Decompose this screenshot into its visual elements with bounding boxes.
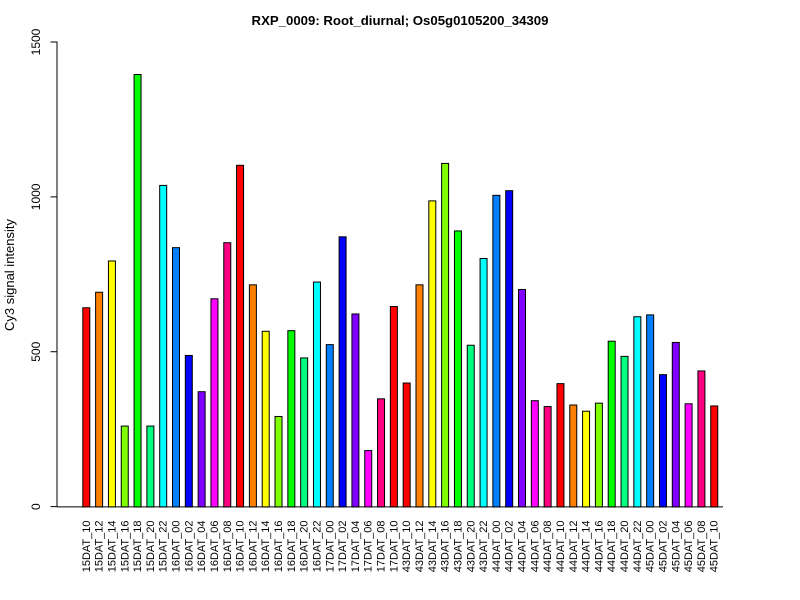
- svg-text:15DAT_20: 15DAT_20: [145, 521, 157, 573]
- svg-text:16DAT_10: 16DAT_10: [235, 521, 247, 573]
- svg-text:44DAT_20: 44DAT_20: [619, 521, 631, 573]
- svg-text:45DAT_00: 45DAT_00: [645, 521, 657, 573]
- svg-text:44DAT_02: 44DAT_02: [504, 521, 516, 573]
- svg-text:43DAT_18: 43DAT_18: [452, 521, 464, 573]
- svg-text:1000: 1000: [29, 183, 43, 210]
- svg-text:16DAT_04: 16DAT_04: [196, 521, 208, 573]
- svg-text:16DAT_20: 16DAT_20: [299, 521, 311, 573]
- svg-text:16DAT_16: 16DAT_16: [273, 521, 285, 573]
- svg-text:16DAT_12: 16DAT_12: [247, 521, 259, 573]
- svg-text:44DAT_06: 44DAT_06: [529, 521, 541, 573]
- svg-text:17DAT_04: 17DAT_04: [350, 521, 362, 573]
- svg-text:16DAT_00: 16DAT_00: [171, 521, 183, 573]
- svg-text:44DAT_08: 44DAT_08: [542, 521, 554, 573]
- svg-text:44DAT_18: 44DAT_18: [606, 521, 618, 573]
- svg-text:17DAT_02: 17DAT_02: [337, 521, 349, 573]
- svg-text:15DAT_22: 15DAT_22: [158, 521, 170, 573]
- svg-text:Cy3 signal intensity: Cy3 signal intensity: [2, 219, 17, 331]
- svg-text:500: 500: [29, 341, 43, 361]
- svg-text:45DAT_02: 45DAT_02: [657, 521, 669, 573]
- svg-text:43DAT_14: 43DAT_14: [427, 521, 439, 573]
- svg-text:44DAT_04: 44DAT_04: [517, 521, 529, 573]
- svg-text:15DAT_16: 15DAT_16: [119, 521, 131, 573]
- svg-text:16DAT_14: 16DAT_14: [260, 521, 272, 573]
- svg-text:16DAT_08: 16DAT_08: [222, 521, 234, 573]
- svg-text:44DAT_10: 44DAT_10: [555, 521, 567, 573]
- svg-text:15DAT_12: 15DAT_12: [94, 521, 106, 573]
- svg-text:43DAT_12: 43DAT_12: [414, 521, 426, 573]
- svg-text:44DAT_00: 44DAT_00: [491, 521, 503, 573]
- svg-text:1500: 1500: [29, 28, 43, 55]
- svg-text:45DAT_10: 45DAT_10: [709, 521, 721, 573]
- svg-text:44DAT_14: 44DAT_14: [581, 521, 593, 573]
- svg-text:45DAT_08: 45DAT_08: [696, 521, 708, 573]
- svg-text:16DAT_06: 16DAT_06: [209, 521, 221, 573]
- svg-text:45DAT_06: 45DAT_06: [683, 521, 695, 573]
- svg-text:15DAT_18: 15DAT_18: [132, 521, 144, 573]
- svg-text:17DAT_00: 17DAT_00: [324, 521, 336, 573]
- svg-text:16DAT_22: 16DAT_22: [311, 521, 323, 573]
- svg-text:RXP_0009: Root_diurnal; Os05g0: RXP_0009: Root_diurnal; Os05g0105200_343…: [252, 13, 549, 28]
- svg-text:17DAT_06: 17DAT_06: [363, 521, 375, 573]
- svg-text:17DAT_08: 17DAT_08: [376, 521, 388, 573]
- svg-text:15DAT_10: 15DAT_10: [81, 521, 93, 573]
- svg-text:16DAT_18: 16DAT_18: [286, 521, 298, 573]
- svg-text:45DAT_04: 45DAT_04: [670, 521, 682, 573]
- svg-text:44DAT_16: 44DAT_16: [593, 521, 605, 573]
- svg-text:43DAT_10: 43DAT_10: [401, 521, 413, 573]
- svg-text:17DAT_10: 17DAT_10: [388, 521, 400, 573]
- svg-text:15DAT_14: 15DAT_14: [106, 521, 118, 573]
- svg-text:43DAT_22: 43DAT_22: [478, 521, 490, 573]
- svg-text:43DAT_20: 43DAT_20: [465, 521, 477, 573]
- svg-text:16DAT_02: 16DAT_02: [183, 521, 195, 573]
- svg-text:44DAT_12: 44DAT_12: [568, 521, 580, 573]
- svg-text:0: 0: [29, 503, 43, 510]
- svg-text:44DAT_22: 44DAT_22: [632, 521, 644, 573]
- svg-text:43DAT_16: 43DAT_16: [440, 521, 452, 573]
